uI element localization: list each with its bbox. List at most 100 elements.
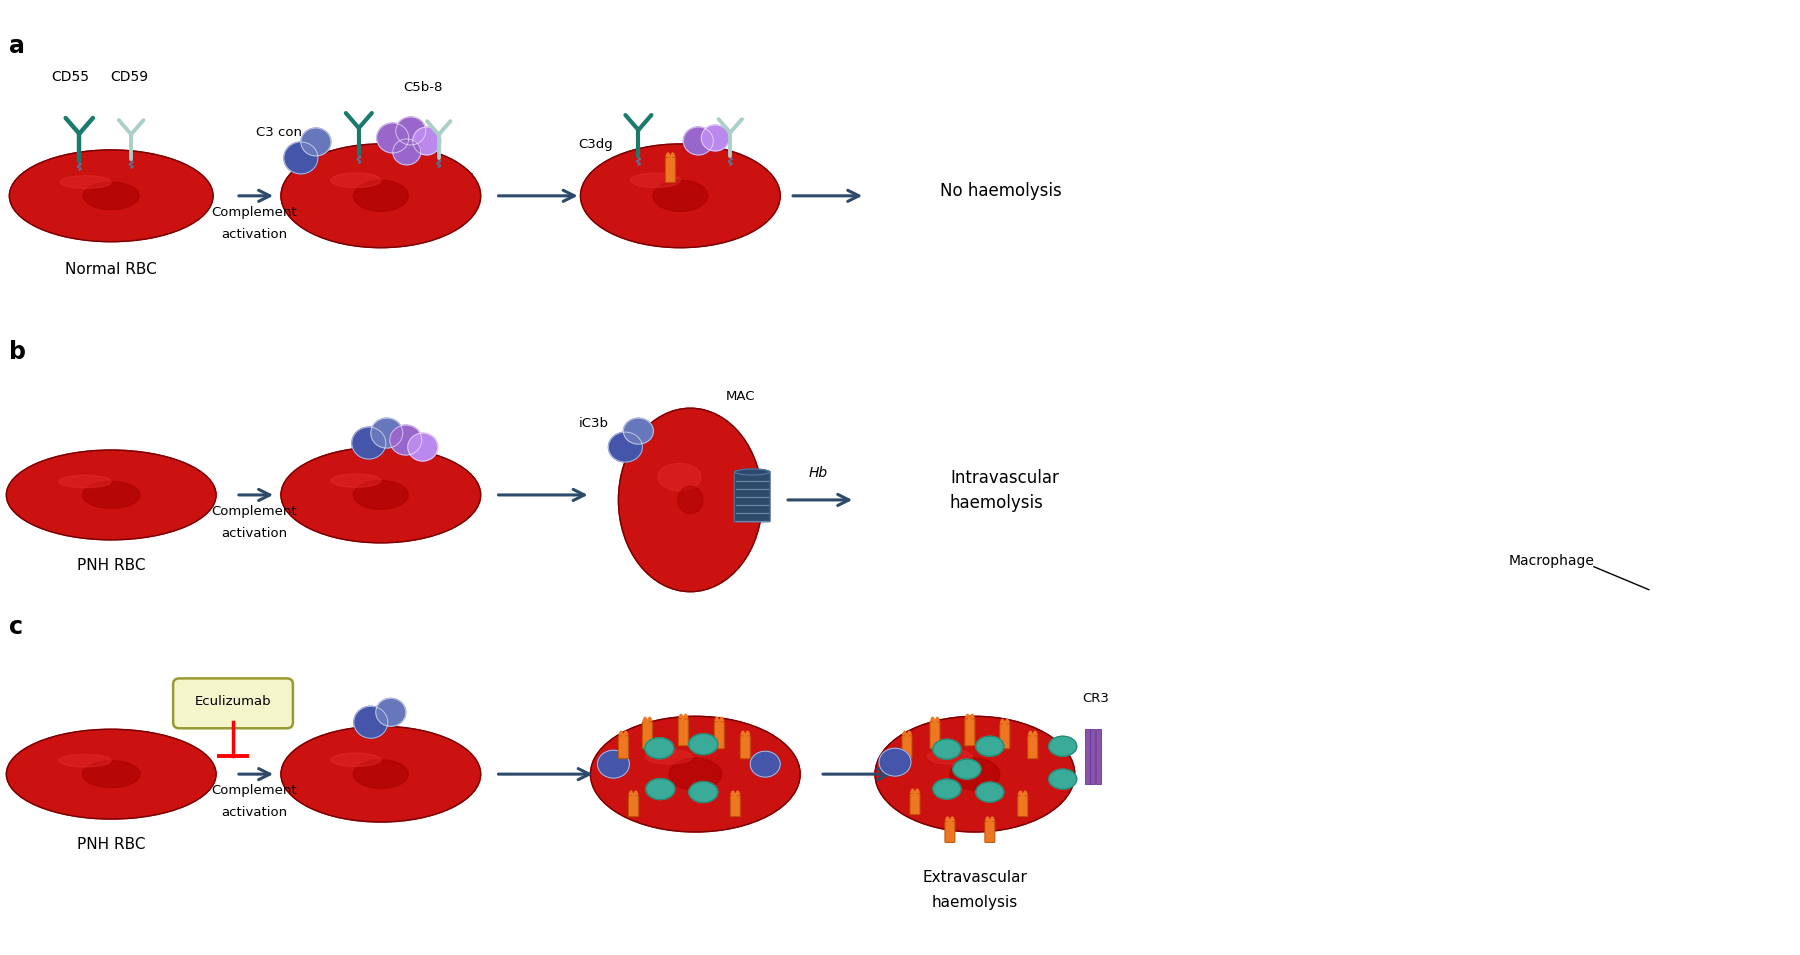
FancyBboxPatch shape bbox=[931, 722, 940, 749]
Ellipse shape bbox=[590, 716, 801, 832]
Ellipse shape bbox=[7, 730, 216, 819]
Ellipse shape bbox=[353, 760, 409, 789]
Ellipse shape bbox=[608, 432, 643, 462]
Ellipse shape bbox=[59, 476, 112, 488]
Ellipse shape bbox=[976, 782, 1004, 802]
FancyBboxPatch shape bbox=[1028, 735, 1039, 758]
Ellipse shape bbox=[878, 727, 1071, 829]
Ellipse shape bbox=[284, 456, 477, 541]
Ellipse shape bbox=[734, 469, 769, 475]
Text: Complement: Complement bbox=[211, 505, 297, 518]
Ellipse shape bbox=[412, 127, 441, 155]
Ellipse shape bbox=[689, 781, 718, 802]
Text: C5b-8: C5b-8 bbox=[403, 81, 443, 95]
FancyBboxPatch shape bbox=[666, 158, 675, 182]
Ellipse shape bbox=[409, 434, 437, 461]
FancyBboxPatch shape bbox=[715, 722, 724, 749]
Text: CR3: CR3 bbox=[1084, 692, 1109, 706]
FancyBboxPatch shape bbox=[911, 794, 920, 815]
Ellipse shape bbox=[583, 154, 778, 245]
Ellipse shape bbox=[950, 758, 999, 790]
Ellipse shape bbox=[646, 750, 693, 764]
Ellipse shape bbox=[670, 758, 722, 790]
Text: C3dg: C3dg bbox=[578, 138, 614, 151]
Text: Hb: Hb bbox=[808, 466, 828, 480]
Ellipse shape bbox=[751, 752, 779, 777]
Ellipse shape bbox=[281, 726, 481, 822]
Ellipse shape bbox=[689, 733, 718, 754]
Ellipse shape bbox=[623, 423, 758, 588]
Ellipse shape bbox=[9, 150, 212, 242]
Text: Complement: Complement bbox=[211, 784, 297, 797]
Ellipse shape bbox=[623, 418, 653, 444]
Ellipse shape bbox=[679, 486, 704, 514]
Text: Complement: Complement bbox=[211, 205, 297, 219]
Text: haemolysis: haemolysis bbox=[932, 895, 1019, 910]
Text: iC3b: iC3b bbox=[578, 417, 608, 430]
FancyBboxPatch shape bbox=[1091, 730, 1094, 784]
Text: CD59: CD59 bbox=[110, 70, 148, 84]
Ellipse shape bbox=[281, 447, 481, 542]
Text: c: c bbox=[9, 615, 23, 639]
Text: PNH RBC: PNH RBC bbox=[77, 558, 146, 573]
FancyBboxPatch shape bbox=[734, 471, 770, 521]
Text: MAC: MAC bbox=[725, 391, 754, 403]
Ellipse shape bbox=[598, 751, 630, 778]
Ellipse shape bbox=[653, 180, 707, 211]
FancyBboxPatch shape bbox=[1096, 730, 1100, 784]
Ellipse shape bbox=[9, 459, 212, 539]
Ellipse shape bbox=[7, 450, 216, 540]
FancyBboxPatch shape bbox=[945, 821, 956, 842]
FancyBboxPatch shape bbox=[985, 821, 995, 842]
Text: b: b bbox=[9, 340, 27, 365]
FancyBboxPatch shape bbox=[1017, 796, 1028, 817]
Ellipse shape bbox=[878, 748, 911, 776]
Text: activation: activation bbox=[221, 527, 286, 540]
Ellipse shape bbox=[331, 474, 382, 487]
Ellipse shape bbox=[1049, 736, 1076, 756]
Ellipse shape bbox=[927, 750, 972, 764]
Ellipse shape bbox=[351, 427, 385, 459]
Ellipse shape bbox=[353, 480, 409, 509]
Ellipse shape bbox=[932, 779, 961, 799]
FancyBboxPatch shape bbox=[628, 796, 639, 817]
Ellipse shape bbox=[371, 418, 403, 448]
Ellipse shape bbox=[1049, 769, 1076, 789]
Ellipse shape bbox=[396, 117, 427, 145]
Ellipse shape bbox=[13, 159, 211, 240]
FancyBboxPatch shape bbox=[731, 796, 740, 817]
Ellipse shape bbox=[284, 154, 477, 245]
Ellipse shape bbox=[355, 707, 387, 738]
Ellipse shape bbox=[580, 144, 779, 247]
Text: Macrophage: Macrophage bbox=[1508, 554, 1595, 567]
Ellipse shape bbox=[932, 739, 961, 759]
FancyBboxPatch shape bbox=[740, 735, 751, 758]
Text: Eculizumab: Eculizumab bbox=[194, 695, 272, 709]
Ellipse shape bbox=[630, 173, 680, 187]
Text: a: a bbox=[9, 34, 25, 58]
Ellipse shape bbox=[59, 754, 112, 767]
Ellipse shape bbox=[281, 144, 481, 247]
Ellipse shape bbox=[391, 425, 421, 456]
FancyBboxPatch shape bbox=[965, 719, 976, 746]
Text: Intravascular: Intravascular bbox=[950, 469, 1058, 487]
Ellipse shape bbox=[331, 753, 382, 767]
Text: haemolysis: haemolysis bbox=[950, 494, 1044, 512]
Ellipse shape bbox=[59, 176, 112, 188]
Ellipse shape bbox=[301, 128, 331, 156]
Ellipse shape bbox=[9, 738, 212, 817]
Ellipse shape bbox=[376, 123, 409, 153]
Ellipse shape bbox=[392, 139, 421, 165]
Ellipse shape bbox=[646, 778, 675, 799]
Text: activation: activation bbox=[221, 806, 286, 819]
FancyBboxPatch shape bbox=[643, 722, 652, 749]
Ellipse shape bbox=[976, 736, 1004, 756]
FancyBboxPatch shape bbox=[902, 735, 913, 758]
Ellipse shape bbox=[659, 463, 702, 491]
Text: C3 con: C3 con bbox=[256, 126, 302, 139]
Ellipse shape bbox=[702, 125, 729, 151]
Text: PNH RBC: PNH RBC bbox=[77, 837, 146, 852]
FancyBboxPatch shape bbox=[1085, 730, 1089, 784]
Ellipse shape bbox=[952, 759, 981, 779]
Ellipse shape bbox=[83, 761, 140, 788]
